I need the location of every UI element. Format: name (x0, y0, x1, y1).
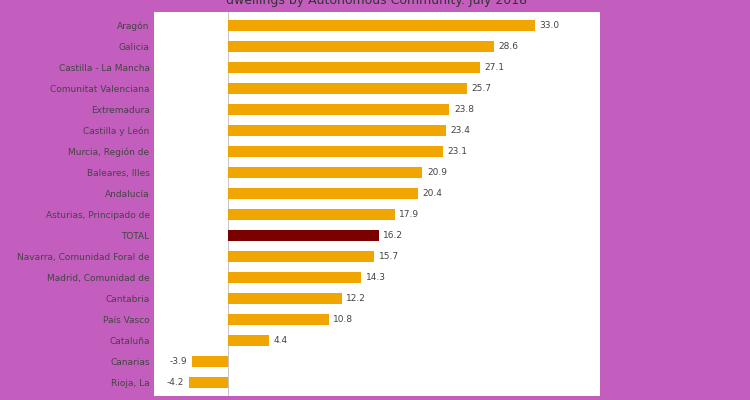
Bar (228, 293, 341, 304)
Bar (228, 167, 422, 178)
Bar (192, 356, 228, 367)
Bar (228, 209, 394, 220)
Bar (228, 125, 446, 136)
Bar (228, 314, 328, 325)
Text: 20.4: 20.4 (422, 189, 442, 198)
Bar (228, 20, 535, 31)
Text: 4.4: 4.4 (274, 336, 288, 345)
Bar (228, 41, 494, 52)
Bar (228, 188, 418, 199)
Text: 25.7: 25.7 (472, 84, 492, 93)
Bar (228, 62, 480, 73)
Text: 20.9: 20.9 (427, 168, 447, 177)
Text: 28.6: 28.6 (499, 42, 519, 51)
Text: -3.9: -3.9 (170, 357, 188, 366)
Text: 15.7: 15.7 (379, 252, 399, 261)
Text: 23.8: 23.8 (454, 105, 474, 114)
Bar (228, 335, 269, 346)
Bar (228, 83, 467, 94)
Text: 17.9: 17.9 (399, 210, 419, 219)
Bar (228, 251, 374, 262)
Text: 12.2: 12.2 (346, 294, 366, 303)
Text: 14.3: 14.3 (366, 273, 386, 282)
Text: 16.2: 16.2 (383, 231, 404, 240)
Text: 33.0: 33.0 (539, 21, 560, 30)
Bar (228, 146, 443, 157)
Text: -4.2: -4.2 (167, 378, 184, 387)
Text: 23.4: 23.4 (450, 126, 470, 135)
Text: 23.1: 23.1 (448, 147, 467, 156)
Bar (228, 104, 449, 115)
Text: 27.1: 27.1 (484, 63, 505, 72)
Bar (228, 272, 361, 283)
Bar (189, 377, 228, 388)
Bar (228, 230, 379, 241)
Title: Annual variation of the number of merchantings of
dwellings by Autonomous Commun: Annual variation of the number of mercha… (217, 0, 536, 7)
Text: 10.8: 10.8 (333, 315, 353, 324)
